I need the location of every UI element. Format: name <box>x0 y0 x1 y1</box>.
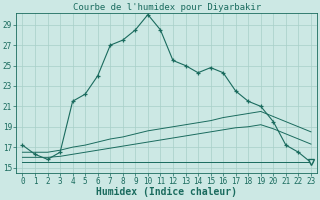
Title: Courbe de l'humidex pour Diyarbakir: Courbe de l'humidex pour Diyarbakir <box>73 3 261 12</box>
X-axis label: Humidex (Indice chaleur): Humidex (Indice chaleur) <box>96 187 237 197</box>
